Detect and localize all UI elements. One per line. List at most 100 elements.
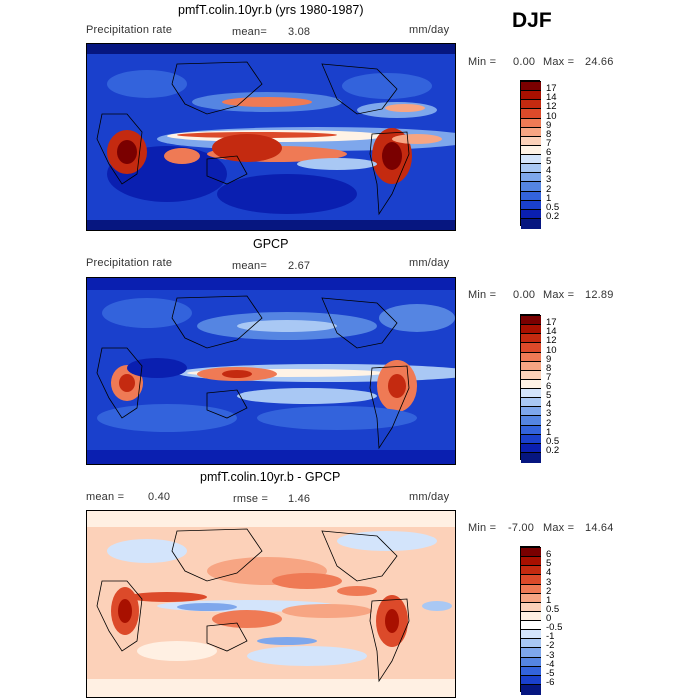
colorbar-tick-label: -1	[546, 631, 555, 643]
colorbar-tick-label: 10	[546, 110, 557, 122]
colorbar-tick-label: 14	[546, 92, 557, 104]
colorbar-tick-label: 4	[546, 399, 552, 411]
colorbar-cell	[521, 324, 541, 335]
colorbar-cell	[521, 315, 541, 326]
colorbar-tick-label: -2	[546, 640, 555, 652]
panel-3-colorbar	[520, 546, 541, 695]
colorbar-cell	[521, 674, 541, 686]
colorbar-tick-label: 14	[546, 326, 557, 338]
colorbar-tick-label: 9	[546, 119, 552, 131]
panel-2-variable: Precipitation rate	[86, 257, 173, 269]
panel-2-max-value: 12.89	[585, 289, 614, 301]
panel-1-min-value: 0.00	[513, 56, 536, 68]
panel-3-map	[86, 510, 456, 698]
colorbar-tick-label: 0.5	[546, 603, 560, 615]
colorbar-cell	[521, 99, 541, 110]
colorbar-tick-label: 12	[546, 101, 557, 113]
colorbar-tick-label: -6	[546, 676, 555, 688]
colorbar-cell	[521, 556, 541, 567]
colorbar-tick-label: 10	[546, 344, 557, 356]
colorbar-tick-label: 9	[546, 353, 552, 365]
colorbar-tick-label: -0.5	[546, 622, 563, 634]
panel-3-rmse-label: rmse =	[233, 493, 269, 505]
colorbar-cell	[521, 647, 541, 658]
colorbar-cell	[521, 629, 541, 640]
colorbar-tick-label: 17	[546, 317, 557, 329]
colorbar-cell	[521, 199, 541, 211]
panel-1-mean-value: 3.08	[288, 26, 311, 38]
panel-3-mean-label: mean =	[86, 491, 125, 503]
colorbar-tick-label: 4	[546, 567, 552, 579]
panel-2-max-label: Max =	[543, 289, 575, 301]
season-label: DJF	[512, 9, 552, 32]
colorbar-cell	[521, 547, 541, 558]
colorbar-cell	[521, 181, 541, 192]
panel-1-title: pmfT.colin.10yr.b (yrs 1980-1987)	[178, 3, 364, 17]
panel-3-mean-value: 0.40	[148, 491, 171, 503]
colorbar-cell	[521, 208, 541, 220]
panel-3-title: pmfT.colin.10yr.b - GPCP	[200, 470, 341, 484]
colorbar-cell	[521, 135, 541, 147]
panel-2-title: GPCP	[253, 237, 289, 251]
colorbar-cell	[521, 592, 541, 604]
colorbar-tick-label: 0.5	[546, 435, 560, 447]
colorbar-tick-label: 5	[546, 558, 552, 570]
panel-1-map	[86, 43, 456, 231]
colorbar-cell	[521, 442, 541, 454]
colorbar-tick-label: 1	[546, 192, 552, 204]
panel-1-units: mm/day	[409, 24, 450, 36]
colorbar-cell	[521, 144, 541, 156]
colorbar-tick-label: 1	[546, 594, 552, 606]
colorbar-cell	[521, 620, 541, 631]
colorbar-cell	[521, 601, 541, 613]
colorbar-cell	[521, 126, 541, 138]
panel-2-min-value: 0.00	[513, 289, 536, 301]
panel-3-rmse-value: 1.46	[288, 493, 311, 505]
colorbar-cell	[521, 451, 541, 463]
panel-2-min-label: Min =	[468, 289, 497, 301]
colorbar-cell	[521, 360, 541, 372]
colorbar-tick-label: 2	[546, 585, 552, 597]
colorbar-cell	[521, 388, 541, 399]
colorbar-cell	[521, 665, 541, 677]
colorbar-cell	[521, 574, 541, 585]
colorbar-tick-label: 8	[546, 362, 552, 374]
colorbar-cell	[521, 81, 541, 92]
colorbar-tick-label: -3	[546, 649, 555, 661]
colorbar-tick-label: 6	[546, 147, 552, 158]
colorbar-tick-label: 12	[546, 335, 557, 347]
colorbar-cell	[521, 610, 541, 622]
colorbar-cell	[521, 397, 541, 408]
panel-1-variable: Precipitation rate	[86, 24, 173, 36]
colorbar-cell	[521, 378, 541, 390]
colorbar-tick-label: 8	[546, 128, 552, 140]
colorbar-tick-label: 6	[546, 381, 552, 392]
colorbar-tick-label: -4	[546, 658, 555, 670]
colorbar-cell	[521, 369, 541, 381]
colorbar-cell	[521, 583, 541, 595]
panel-1-min-label: Min =	[468, 56, 497, 68]
colorbar-tick-label: 3	[546, 576, 552, 588]
panel-2-colorbar	[520, 314, 541, 463]
colorbar-tick-label: 3	[546, 174, 552, 186]
colorbar-cell	[521, 117, 541, 129]
colorbar-tick-label: 17	[546, 83, 557, 95]
colorbar-cell	[521, 638, 541, 649]
panel-3-max-value: 14.64	[585, 522, 614, 534]
colorbar-tick-label: 7	[546, 137, 552, 149]
colorbar-cell	[521, 90, 541, 101]
panel-3-min-value: -7.00	[508, 522, 535, 534]
colorbar-cell	[521, 351, 541, 363]
colorbar-cell	[521, 406, 541, 417]
colorbar-cell	[521, 565, 541, 576]
colorbar-cell	[521, 108, 541, 119]
colorbar-tick-label: 5	[546, 390, 552, 402]
colorbar-cell	[521, 217, 541, 229]
panel-2-mean-value: 2.67	[288, 260, 311, 272]
colorbar-tick-label: 3	[546, 408, 552, 420]
colorbar-cell	[521, 190, 541, 202]
panel-3-max-label: Max =	[543, 522, 575, 534]
panel-3-min-label: Min =	[468, 522, 497, 534]
colorbar-cell	[521, 163, 541, 174]
colorbar-tick-label: 5	[546, 156, 552, 168]
